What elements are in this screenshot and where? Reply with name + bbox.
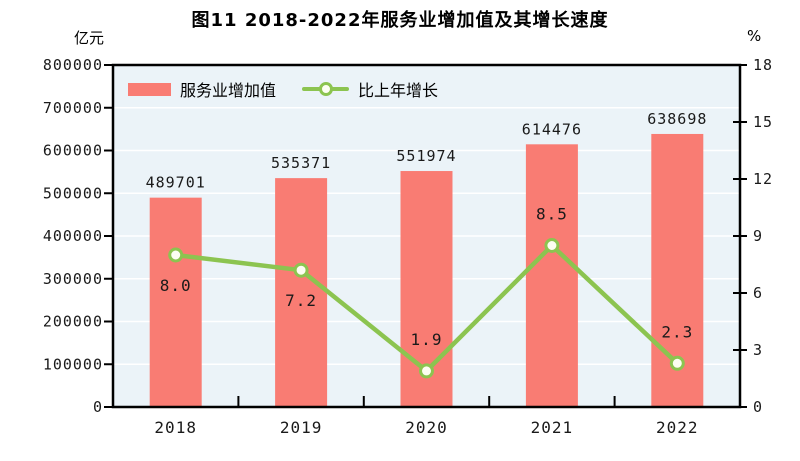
chart-title: 图11 2018-2022年服务业增加值及其增长速度	[191, 10, 609, 31]
bar-2021	[525, 144, 578, 407]
line-marker-2021	[544, 238, 560, 253]
line-value-label-2022: 2.3	[661, 322, 693, 341]
right-axis-tick-label: 12	[753, 170, 773, 188]
x-axis-label-2020: 2020	[405, 418, 448, 437]
line-value-label-2021: 8.5	[536, 205, 568, 224]
right-axis-tick-label: 6	[753, 284, 763, 302]
line-marker-2022	[669, 355, 685, 371]
bar-value-label-2019: 535371	[271, 154, 331, 172]
line-value-label-2020: 1.9	[411, 330, 443, 349]
left-axis-tick-label: 600000	[43, 142, 103, 160]
left-axis-tick-label: 700000	[43, 99, 103, 117]
left-axis-tick-label: 400000	[43, 227, 103, 245]
bar-2019	[275, 178, 328, 407]
line-series-legend-label: 比上年增长	[358, 81, 439, 100]
left-axis-unit-label: 亿元	[73, 29, 104, 47]
x-axis-label-2021: 2021	[531, 418, 574, 437]
plot-border	[111, 63, 742, 409]
bar-series-legend-swatch	[128, 82, 171, 96]
left-axis-tick-label: 200000	[43, 313, 103, 331]
line-marker-2019	[293, 262, 309, 278]
line-marker-2020	[419, 363, 434, 379]
legend: 服务业增加值 比上年增长	[128, 78, 438, 100]
right-axis-tick-label: 18	[753, 56, 773, 74]
line-value-label-2019: 7.2	[285, 291, 317, 310]
right-axis-tick-label: 9	[753, 227, 763, 245]
right-axis-tick-label: 0	[753, 398, 763, 416]
bar-2018	[149, 197, 202, 407]
left-axis-tick-label: 500000	[43, 184, 103, 202]
line-series-legend-swatch	[302, 82, 350, 96]
right-axis-tick-label: 3	[753, 341, 763, 359]
left-axis-tick-label: 0	[93, 398, 103, 416]
right-axis-tick-label: 15	[753, 113, 773, 131]
bar-value-label-2021: 614476	[522, 120, 582, 138]
left-axis-tick-label: 100000	[43, 355, 103, 373]
bar-value-label-2022: 638698	[647, 110, 707, 128]
bar-value-label-2020: 551974	[396, 147, 456, 165]
x-axis-label-2022: 2022	[656, 418, 699, 437]
bar-series-legend-label: 服务业增加值	[180, 81, 277, 100]
line-marker-2018	[168, 247, 184, 263]
x-axis-label-2018: 2018	[154, 418, 197, 437]
line-value-label-2018: 8.0	[160, 276, 192, 295]
x-axis-label-2019: 2019	[280, 418, 323, 437]
right-axis-unit-label: %	[747, 27, 762, 45]
left-axis-tick-label: 300000	[43, 270, 103, 288]
line-series-legend-marker-icon	[318, 82, 333, 96]
left-axis-tick-label: 800000	[43, 56, 103, 74]
bar-value-label-2018: 489701	[146, 174, 206, 192]
